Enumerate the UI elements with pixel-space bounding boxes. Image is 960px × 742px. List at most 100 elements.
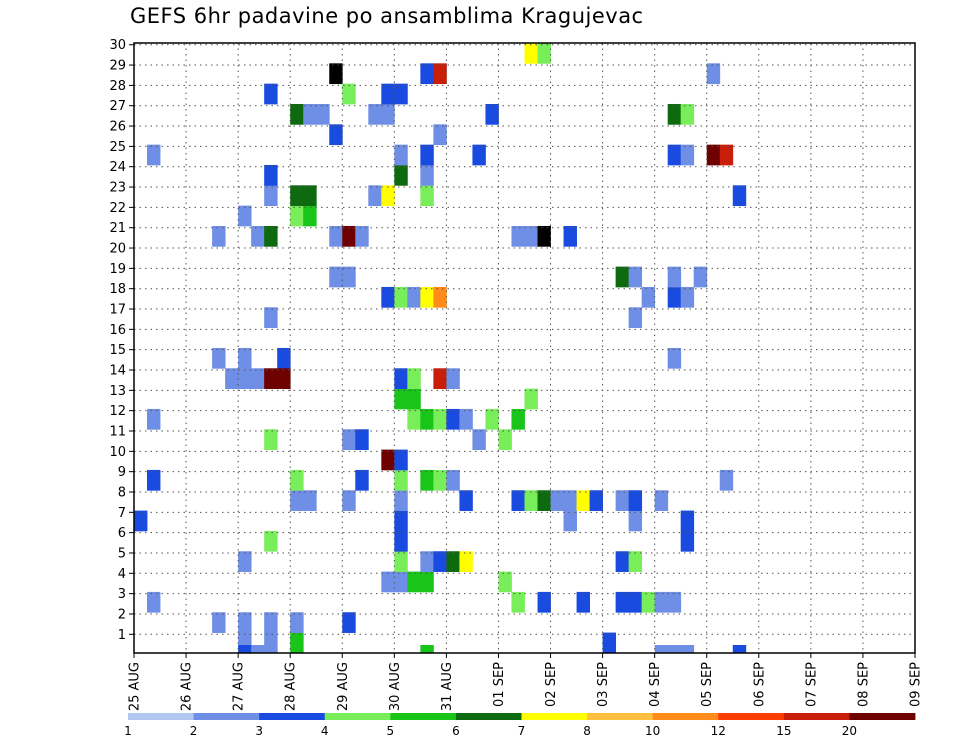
heatmap-cell	[264, 645, 278, 654]
y-tick-label: 20	[109, 242, 126, 257]
heatmap-cell	[420, 164, 434, 186]
heatmap-cell	[420, 571, 434, 593]
legend-label: 6	[452, 724, 460, 738]
legend-label: 7	[518, 724, 526, 738]
x-tick-label: 08 SEP	[856, 662, 871, 707]
heatmap-cell	[394, 144, 408, 166]
y-tick-label: 10	[109, 445, 126, 460]
heatmap-cell	[563, 490, 577, 511]
heatmap-cell	[329, 266, 343, 288]
heatmap-cell	[147, 144, 161, 166]
heatmap-cells	[134, 43, 747, 654]
heatmap-cell	[511, 490, 525, 511]
heatmap-cell	[667, 591, 682, 613]
x-tick-label: 26 AUG	[180, 662, 195, 711]
heatmap-cell	[238, 368, 252, 390]
heatmap-cell	[524, 43, 538, 64]
heatmap-cell	[290, 469, 304, 491]
heatmap-cell	[459, 490, 473, 511]
y-tick-label: 28	[109, 79, 126, 94]
heatmap-cell	[342, 429, 356, 450]
plot-frame	[133, 42, 916, 654]
heatmap-cell	[394, 490, 408, 511]
chart-title: GEFS 6hr padavine po ansamblima Kragujev…	[130, 4, 644, 28]
heatmap-cell	[524, 225, 538, 247]
heatmap-cell	[680, 645, 695, 654]
heatmap-cell	[446, 551, 460, 572]
heatmap-cell	[147, 591, 161, 613]
heatmap-cell	[459, 551, 473, 572]
legend-swatch	[521, 713, 588, 720]
legend-label: 3	[255, 724, 263, 738]
heatmap-cell	[394, 286, 408, 308]
heatmap-cell	[485, 103, 499, 125]
heatmap-cell	[381, 185, 395, 207]
heatmap-cell	[693, 266, 708, 288]
heatmap-cell	[277, 347, 291, 369]
heatmap-cell	[641, 591, 656, 613]
heatmap-cell	[537, 225, 551, 247]
heatmap-cell	[420, 63, 434, 85]
heatmap-cell	[342, 490, 356, 511]
heatmap-cell	[394, 164, 408, 186]
heatmap-cell	[381, 286, 395, 308]
heatmap-cell	[576, 490, 590, 511]
heatmap-cell	[719, 144, 734, 166]
y-tick-label: 5	[118, 546, 126, 561]
heatmap-cell	[589, 490, 603, 511]
heatmap-cell	[329, 63, 343, 85]
heatmap-cell	[628, 591, 643, 613]
heatmap-cell	[654, 591, 669, 613]
heatmap-cell	[576, 591, 590, 613]
y-tick-label: 15	[109, 343, 126, 358]
y-tick-label: 12	[109, 404, 126, 419]
heatmap-cell	[212, 347, 226, 369]
x-tick-label: 03 SEP	[596, 662, 611, 707]
heatmap-cell	[537, 591, 551, 613]
heatmap-cell	[472, 144, 486, 166]
x-tick-label: 07 SEP	[804, 662, 819, 707]
y-tick-label: 22	[109, 201, 126, 216]
heatmap-cell	[680, 530, 695, 552]
heatmap-cell	[667, 347, 682, 369]
legend-label: 4	[321, 724, 329, 738]
heatmap-cell	[290, 103, 304, 125]
heatmap-cell	[433, 63, 447, 85]
heatmap-cell	[680, 286, 695, 308]
heatmap-cell	[290, 612, 304, 633]
heatmap-cell	[433, 551, 447, 572]
heatmap-cell	[407, 388, 421, 410]
heatmap-cell	[147, 408, 161, 430]
x-tick-label: 05 SEP	[700, 662, 715, 707]
y-tick-label: 13	[109, 384, 126, 399]
y-tick-label: 26	[109, 120, 126, 135]
legend-swatch	[783, 713, 850, 720]
heatmap-cell	[706, 63, 721, 85]
heatmap-cell	[381, 449, 395, 471]
legend-label: 15	[776, 724, 791, 738]
legend-swatch	[390, 713, 457, 720]
grid-lines	[134, 43, 915, 653]
heatmap-cell	[498, 571, 512, 593]
heatmap-cell	[394, 530, 408, 552]
heatmap-cell	[303, 103, 317, 125]
heatmap-cell	[615, 490, 630, 511]
heatmap-cell	[420, 185, 434, 207]
x-tick-label: 25 AUG	[128, 662, 143, 711]
heatmap-cell	[472, 429, 486, 450]
heatmap-cell	[446, 469, 460, 491]
x-tick-label: 04 SEP	[648, 662, 663, 707]
heatmap-cell	[511, 408, 525, 430]
heatmap-cell	[394, 388, 408, 410]
heatmap-cell	[667, 144, 682, 166]
heatmap-cell	[732, 185, 747, 207]
heatmap-cell	[667, 103, 682, 125]
heatmap-cell	[680, 510, 695, 532]
heatmap-cell	[433, 124, 447, 146]
legend-label: 5	[387, 724, 395, 738]
y-tick-label: 29	[109, 59, 126, 74]
heatmap-cell	[277, 368, 291, 390]
heatmap-cell	[264, 307, 278, 329]
heatmap-cell	[342, 612, 356, 633]
